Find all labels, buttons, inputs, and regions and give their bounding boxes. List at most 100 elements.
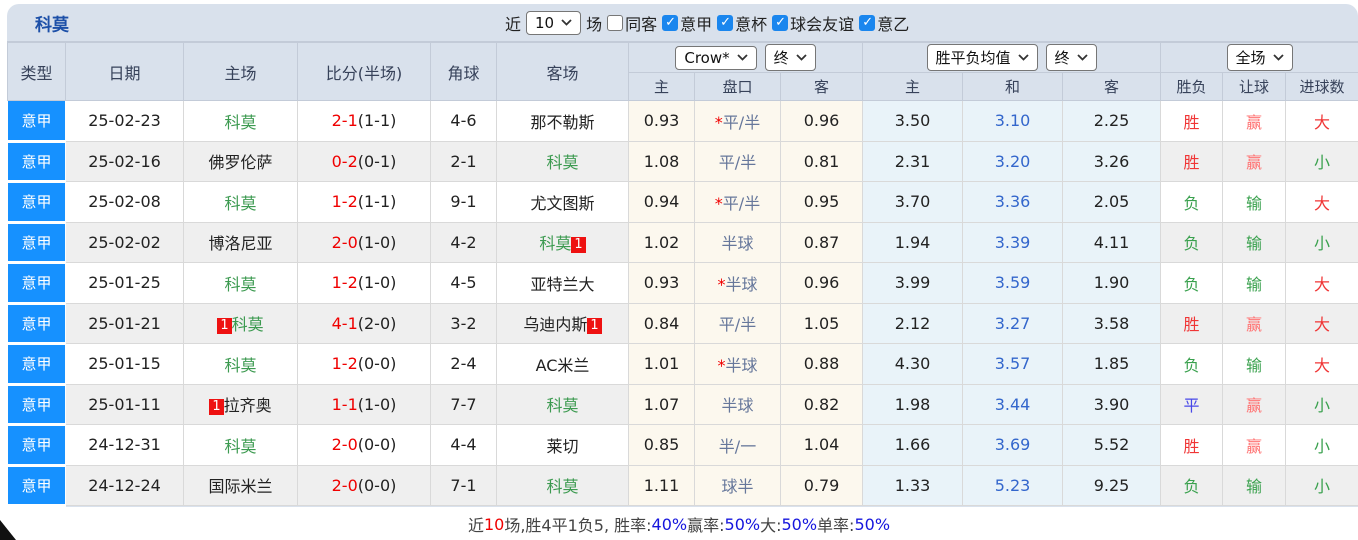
odds-home-cell: 0.84 [628,302,695,344]
top-bar: 科莫 近 10 场 同客 意甲 意杯 球会友谊 [7,4,1358,42]
odds-away-cell: 1.04 [780,424,863,466]
chevron-down-icon [736,54,748,61]
avg-home-cell: 4.30 [862,343,963,385]
handicap-result-cell: 输 [1222,464,1287,506]
handicap-result-cell: 赢 [1222,424,1287,466]
league-type-cell: 意甲 [7,343,66,386]
away-team-cell: 乌迪内斯 1 [496,302,629,344]
score-cell: 2-0(0-0) [297,464,431,506]
filter-checkbox-serie-a[interactable] [662,14,679,31]
recent-label: 近 [505,14,522,34]
odds-away-cell: 0.82 [780,383,863,425]
table-row: 意甲 24-12-24 国际米兰 2-0(0-0) 7-1 科莫 1.11 球半 0.79 1.3… [7,464,1358,507]
away-team-cell: AC米兰 [496,343,629,385]
team-name: 科莫 [539,234,572,254]
goals-cell: 小 [1285,464,1358,506]
team-name: 科莫 [231,315,264,335]
avg-type-select[interactable]: 胜平负均值 [926,44,1038,71]
avg-home-cell: 1.33 [862,464,963,506]
goals-cell: 大 [1285,181,1358,223]
date-cell: 25-01-15 [65,343,184,385]
home-team-cell: 科莫 [183,424,298,466]
summary-segment: 10 [483,514,505,534]
chevron-down-icon [1076,54,1088,61]
goals-cell: 大 [1285,262,1358,304]
matches-table: 类型 日期 主场 比分(半场) 角球 客场 Crow* 终 [7,42,1358,507]
fulltime-score: 1-2 [331,192,358,212]
odds-group-header: Crow* 终 [628,42,863,73]
handicap-cell: 半球 [694,221,781,263]
recent-count-select[interactable]: 10 [526,10,582,35]
handicap-cell: 平/半 [694,140,781,182]
table-row: 意甲 25-02-02 博洛尼亚 2-0(1-0) 4-2 科莫 1 1.02 半球 0.87 1.… [7,221,1358,264]
avg-draw-cell: 3.39 [962,221,1063,263]
sub-header-odds-away: 客 [780,72,863,101]
scope-select[interactable]: 全场 [1226,44,1293,71]
avg-away-cell: 3.90 [1061,383,1162,425]
table-row: 意甲 25-02-16 佛罗伦萨 0-2(0-1) 2-1 科莫 1.08 平/半 0.81 2.… [7,140,1358,183]
away-team-cell: 亚特兰大 [496,262,629,304]
avg-draw-cell: 3.57 [962,343,1063,385]
handicap-result-cell: 输 [1222,221,1287,263]
home-team-cell: 国际米兰 [183,464,298,506]
avg-draw-cell: 3.20 [962,140,1063,182]
filter-checkbox-club-friendly[interactable] [772,14,789,31]
filter-label-serie-a: 意甲 [680,14,713,34]
filter-checkbox-coppa-italia[interactable] [717,14,734,31]
avg-home-cell: 1.66 [862,424,963,466]
games-label: 场 [586,14,603,34]
summary-segment: 50% [781,514,818,534]
col-header-score: 比分(半场) [297,42,431,101]
date-cell: 25-02-02 [65,221,184,263]
avg-group-header: 胜平负均值 终 [861,42,1162,73]
halftime-score: (1-0) [357,232,397,252]
result-cell: 负 [1160,464,1224,506]
goals-cell: 小 [1285,221,1358,263]
handicap-result-cell: 赢 [1222,140,1287,182]
handicap-result-cell: 赢 [1222,100,1287,142]
corner-cell: 7-1 [430,464,497,506]
summary-segment: 场,胜4平1负5, 胜率: [504,516,652,535]
team-name: 莱切 [546,436,579,456]
league-type-cell: 意甲 [7,383,66,426]
score-cell: 1-1(1-0) [297,383,431,425]
filter-label-coppa-italia: 意杯 [735,14,768,34]
league-type-cell: 意甲 [7,140,66,183]
avg-home-cell: 2.12 [862,302,963,344]
team-name: 科莫 [224,274,257,294]
odds-away-cell: 0.96 [780,100,863,142]
filter-controls: 近 10 场 同客 意甲 意杯 球会友谊 [505,10,909,35]
odds-source-select[interactable]: Crow* [675,45,757,70]
home-team-cell: 1 拉齐奥 [183,383,298,425]
date-cell: 25-01-21 [65,302,184,344]
halftime-score: (0-0) [357,475,397,495]
score-cell: 2-0(1-0) [297,221,431,263]
avg-time-select[interactable]: 终 [1045,44,1097,71]
odds-home-cell: 0.94 [628,181,695,223]
odds-home-cell: 0.93 [628,262,695,304]
filter-checkbox-serie-b[interactable] [859,14,876,31]
col-header-handicap-result: 让球 [1222,72,1287,101]
handicap-cell: 半/一 [694,424,781,466]
odds-home-cell: 1.07 [628,383,695,425]
table-row: 意甲 25-02-08 科莫 1-2(1-1) 9-1 尤文图斯 0.94 *平/半 0.95 3… [7,181,1358,224]
corner-cell: 4-6 [430,100,497,142]
home-team-cell: 1 科莫 [183,302,298,344]
handicap-cell: 平/半 [694,302,781,344]
away-team-cell: 科莫 [496,140,629,182]
team-name: 科莫 [224,193,257,213]
team-name: 佛罗伦萨 [208,153,273,173]
odds-time-select[interactable]: 终 [764,44,816,71]
away-team-cell: 科莫 [496,464,629,506]
team-name: 科莫 [546,396,579,416]
avg-home-cell: 2.31 [862,140,963,182]
date-cell: 24-12-24 [65,464,184,506]
summary-segment: 近 [467,516,484,535]
odds-away-cell: 0.95 [780,181,863,223]
fulltime-score: 2-0 [331,435,358,455]
summary-segment: 大: [760,516,782,535]
sub-header-avg-draw: 和 [962,72,1063,101]
date-cell: 25-02-16 [65,140,184,182]
same-venue-checkbox[interactable] [607,14,624,31]
summary-segment: 单率: [817,516,855,535]
